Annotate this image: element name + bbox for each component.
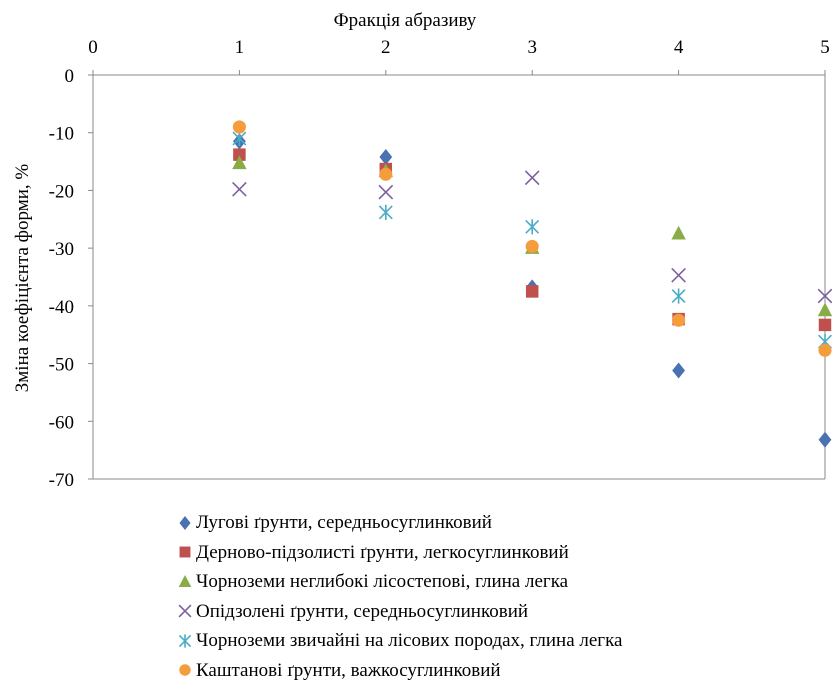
data-point-square (819, 319, 831, 331)
legend-item: Чорноземи звичайні на лісових породах, г… (176, 626, 816, 656)
legend-marker-star (176, 631, 194, 651)
legend-marker-square (176, 542, 194, 562)
data-point-x (525, 171, 539, 185)
data-point-star (672, 288, 685, 303)
legend-symbol (179, 665, 190, 676)
data-point-star (526, 219, 539, 234)
x-axis-title: Фракція абразиву (334, 10, 477, 31)
legend-marker-x (176, 601, 194, 621)
legend-symbol (179, 634, 190, 647)
data-point-circle (526, 240, 539, 253)
data-point-x (672, 268, 686, 282)
y-tick-label: -20 (49, 181, 74, 202)
legend-item: Опідзолені ґрунти, середньосуглинковий (176, 597, 816, 627)
x-tick-label: 0 (88, 37, 98, 58)
y-tick-label: 0 (65, 66, 75, 87)
legend-marker-triangle (176, 572, 194, 592)
legend-item: Дерново-підзолисті ґрунти, легкосуглинко… (176, 538, 816, 568)
legend-label: Чорноземи неглибокі лісостепові, глина л… (196, 572, 568, 591)
data-point-star (379, 205, 392, 220)
legend-symbol (179, 605, 191, 617)
data-point-triangle (818, 302, 832, 316)
legend-label: Чорноземи звичайні на лісових породах, г… (196, 631, 622, 650)
legend-label: Дерново-підзолисті ґрунти, легкосуглинко… (196, 543, 569, 562)
legend-symbol (180, 547, 191, 558)
y-tick-label: -10 (49, 124, 74, 145)
data-point-x (233, 182, 247, 196)
legend-label: Лугові ґрунти, середньосуглинковий (196, 513, 492, 532)
x-tick-label: 5 (820, 37, 830, 58)
legend-item: Лугові ґрунти, середньосуглинковий (176, 508, 816, 538)
data-points (232, 120, 832, 447)
legend-marker-circle (176, 660, 194, 680)
series-5 (233, 120, 832, 356)
data-point-diamond (379, 149, 392, 165)
data-point-circle (233, 120, 246, 133)
data-point-x (379, 185, 393, 199)
y-tick-label: -60 (49, 412, 74, 433)
legend-label: Каштанові ґрунти, важкосуглинковий (196, 661, 501, 680)
data-point-diamond (819, 432, 832, 448)
x-tick-label: 1 (235, 37, 245, 58)
data-point-circle (379, 168, 392, 181)
x-tick-label: 3 (527, 37, 537, 58)
legend-symbol (179, 575, 192, 587)
data-point-circle (818, 344, 831, 357)
x-tick-label: 2 (381, 37, 391, 58)
y-tick-label: -70 (49, 470, 74, 491)
y-axis-title: Зміна коефіцієнта форми, % (12, 164, 33, 393)
tick-labels: 0 1 2 3 4 5 0 -10 -20 -30 -40 -50 -60 -70 (49, 37, 830, 491)
data-point-square (526, 285, 538, 297)
chart-legend: Лугові ґрунти, середньосуглинковий Дернов… (176, 508, 816, 685)
chart-axes (88, 70, 825, 479)
series-1 (233, 148, 831, 331)
legend-symbol (179, 516, 190, 530)
x-tick-label: 4 (674, 37, 684, 58)
y-tick-label: -50 (49, 355, 74, 376)
data-point-diamond (672, 362, 685, 378)
scatter-chart: 0 1 2 3 4 5 0 -10 -20 -30 -40 -50 -60 -70 Фракція абр… (0, 0, 832, 505)
legend-marker-diamond (176, 513, 194, 533)
data-point-circle (672, 314, 685, 327)
data-point-triangle (671, 226, 685, 240)
legend-item: Каштанові ґрунти, важкосуглинковий (176, 656, 816, 685)
legend-label: Опідзолені ґрунти, середньосуглинковий (196, 602, 528, 621)
legend-item: Чорноземи неглибокі лісостепові, глина л… (176, 567, 816, 597)
y-tick-label: -40 (49, 297, 74, 318)
y-tick-label: -30 (49, 239, 74, 260)
